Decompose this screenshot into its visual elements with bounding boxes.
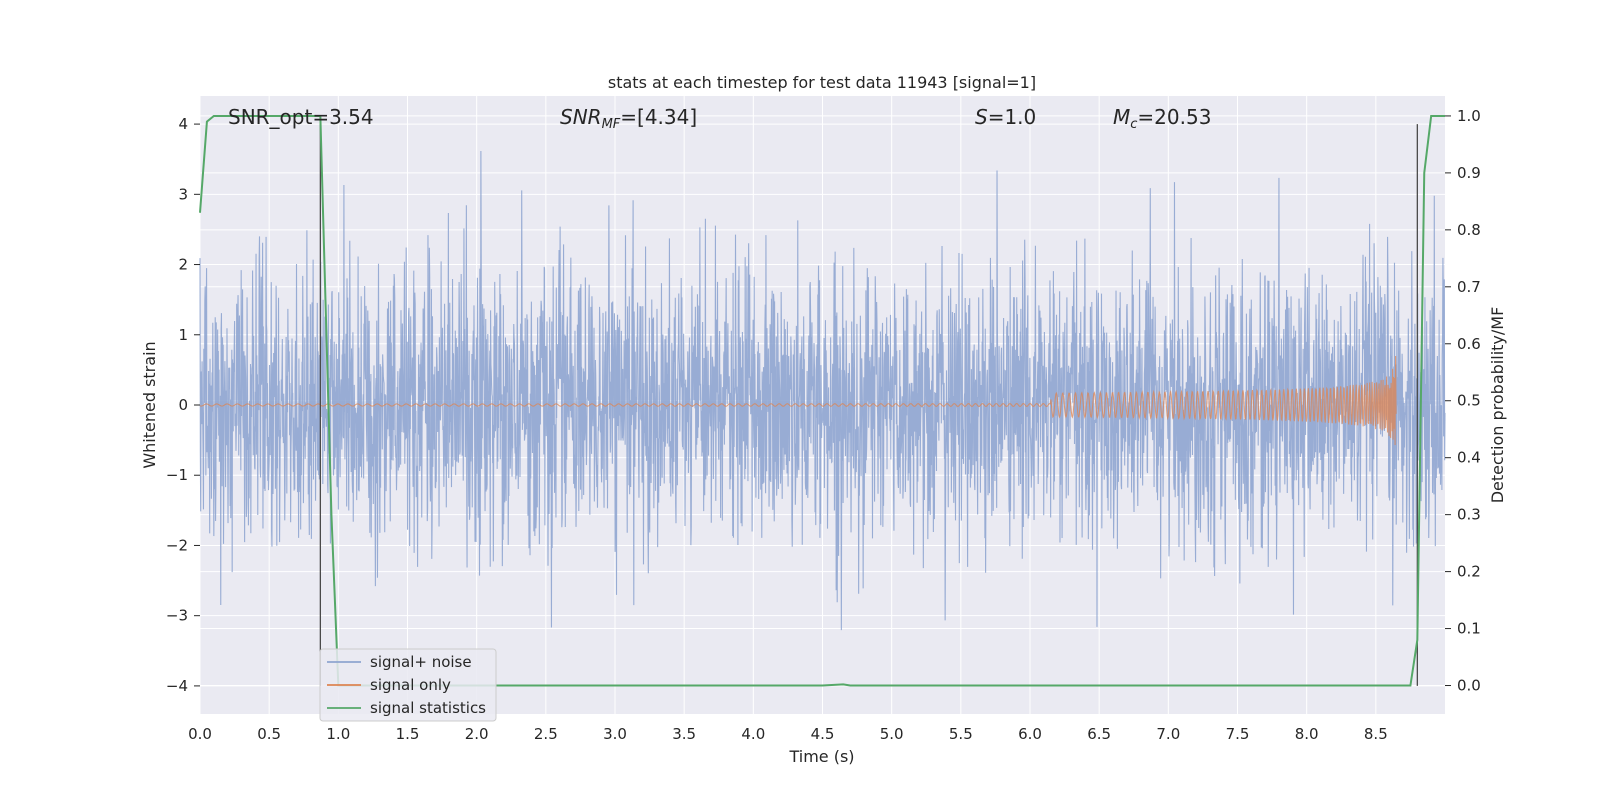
y-right-tick-label: 0.1 [1457,620,1481,638]
grid [199,96,1445,714]
y-right-tick-label: 0.7 [1457,278,1481,296]
y-right-tick-label: 0.6 [1457,335,1481,353]
y-tick-label: 4 [178,115,188,133]
y-tick-label: 3 [178,185,188,203]
x-tick-label: 4.5 [811,725,835,743]
y-tick-label: −4 [166,677,188,695]
legend-box [319,648,497,722]
y-right-tick-label: 0.3 [1457,506,1481,524]
annotation-snr-opt: SNR_opt=3.54 [228,105,374,129]
y-axis-label: Whitened strain [140,341,159,468]
signal-only-line [199,355,1397,446]
y-tick-label: 2 [178,256,188,274]
x-tick-label: 6.5 [1087,725,1111,743]
x-tick-label: 1.5 [396,725,420,743]
x-tick-label: 4.0 [741,725,765,743]
legend-label-signal: signal only [370,676,451,694]
y-right-tick-label: 0.5 [1457,392,1481,410]
x-tick-label: 5.0 [880,725,904,743]
x-tick-label: 3.5 [672,725,696,743]
signal-statistics-series [199,114,1445,687]
x-tick-label: 8.5 [1364,725,1388,743]
legend: signal+ noise signal only signal statist… [319,648,497,722]
x-axis-label: Time (s) [788,747,854,766]
y-tick-label: −1 [166,466,188,484]
x-tick-label: 7.5 [1226,725,1250,743]
x-tick-label: 8.0 [1295,725,1319,743]
chart-title: stats at each timestep for test data 119… [608,73,1036,92]
y-right-tick-label: 0.4 [1457,449,1481,467]
x-tick-label: 2.5 [534,725,558,743]
y-right-tick-label: 0.0 [1457,677,1481,695]
y-tick-label: −3 [166,607,188,625]
signal-only-series [199,355,1397,446]
y-tick-label: 0 [178,396,188,414]
axis-ticks: 0.0 0.5 1.0 1.5 2.0 2.5 3.0 3.5 4.0 4.5 5.0 5.5 6.0 6… [166,107,1481,743]
signal-statistics-line [199,114,1445,687]
x-tick-label: 6.0 [1018,725,1042,743]
y-tick-label: −2 [166,536,188,554]
annotation-mc: Mc=20.53 [1113,105,1211,132]
y-right-tick-label: 0.9 [1457,164,1481,182]
x-tick-label: 5.5 [949,725,973,743]
x-tick-label: 3.0 [603,725,627,743]
y-right-tick-label: 0.8 [1457,221,1481,239]
y-tick-label: 1 [178,326,188,344]
signal-noise-line [199,150,1446,631]
x-tick-label: 7.0 [1156,725,1180,743]
annotation-s: S=1.0 [975,105,1036,129]
y-right-tick-label: 1.0 [1457,107,1481,125]
legend-label-noise: signal+ noise [370,653,472,671]
y-right-axis-label: Detection probability/MF [1488,307,1507,504]
x-tick-label: 1.0 [326,725,350,743]
x-tick-label: 0.0 [188,725,212,743]
x-tick-label: 2.0 [465,725,489,743]
legend-label-stats: signal statistics [370,699,486,717]
x-tick-label: 0.5 [257,725,281,743]
y-right-tick-label: 0.2 [1457,563,1481,581]
annotation-snr-mf: SNRMF=[4.34] [560,105,697,132]
signal-noise-series [199,150,1446,631]
